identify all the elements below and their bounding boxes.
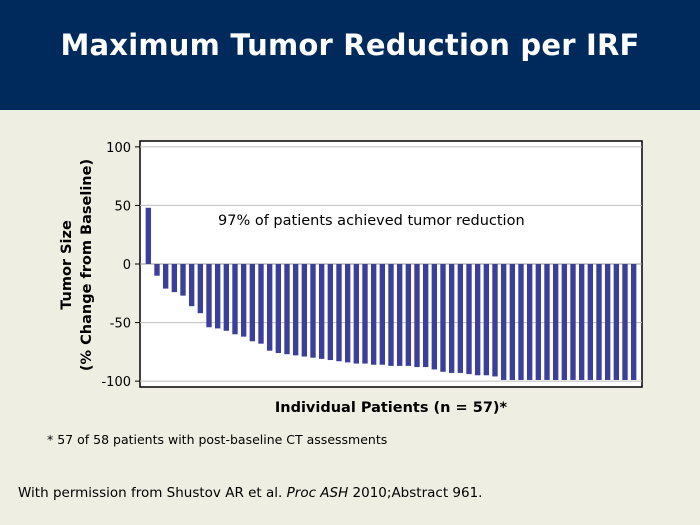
bar [353,264,360,364]
bar [240,264,247,337]
y-tick-label: -50 [110,317,131,332]
bar [587,264,594,380]
bar [396,264,403,366]
bar [310,264,316,358]
bar [535,264,542,380]
citation-journal: Proc ASH [286,485,349,501]
bar [171,264,178,293]
bar [145,207,152,264]
bar [379,264,386,365]
y-tick-label: 100 [106,141,131,156]
bar [232,264,238,335]
bar [613,264,620,380]
bar [318,264,325,359]
bar [188,264,195,307]
bar [552,264,559,380]
y-tick-label: 50 [114,199,131,214]
bar [431,264,438,370]
bar [370,264,377,365]
bar [266,264,273,351]
y-axis-label-line2: (% Change from Baseline) [79,158,95,372]
bar [197,264,204,314]
chart-annotation: 97% of patients achieved tumor reduction [218,213,525,229]
bar [344,264,351,363]
bar [292,264,299,356]
bar [518,264,524,380]
x-axis-label: Individual Patients (n = 57)* [274,400,508,416]
bar [336,264,342,362]
y-axis-ticks: 100 50 0 -50 -100 [101,141,140,390]
bar [284,264,290,355]
bar [258,264,264,344]
bar [596,264,602,380]
bar [440,264,446,372]
bar [448,264,455,373]
bar [466,264,472,375]
bar [622,264,628,380]
y-tick-label: -100 [101,375,131,390]
bar [214,264,221,329]
bar [604,264,611,380]
bar [422,264,429,368]
bar [180,264,186,296]
citation-year: 2010;Abstract 961. [348,485,483,501]
bar [154,264,160,276]
bar [561,264,568,380]
bar [249,264,256,342]
y-axis-label-line1: Tumor Size [59,220,75,310]
bar [275,264,282,354]
y-tick-label: 0 [123,258,131,273]
citation: With permission from Shustov AR et al. P… [18,485,482,501]
title-banner [0,0,700,110]
citation-text: With permission from Shustov AR et al. [18,485,287,501]
bar [570,264,576,380]
bar [327,264,334,361]
footnote: * 57 of 58 patients with post-baseline C… [47,432,388,447]
bar [414,264,420,368]
bar [405,264,412,366]
bar [500,264,507,380]
bar [206,264,212,328]
bar [457,264,464,373]
slide-title: Maximum Tumor Reduction per IRF [60,28,640,62]
bars [145,207,637,380]
bar [509,264,516,380]
bar [544,264,550,380]
bar [492,264,498,377]
bar [388,264,394,366]
bar [301,264,308,357]
bar [630,264,637,380]
bar [474,264,481,376]
bar [526,264,533,380]
bar [483,264,490,376]
bar [578,264,585,380]
bar [362,264,368,364]
bar [223,264,230,331]
bar [162,264,169,289]
